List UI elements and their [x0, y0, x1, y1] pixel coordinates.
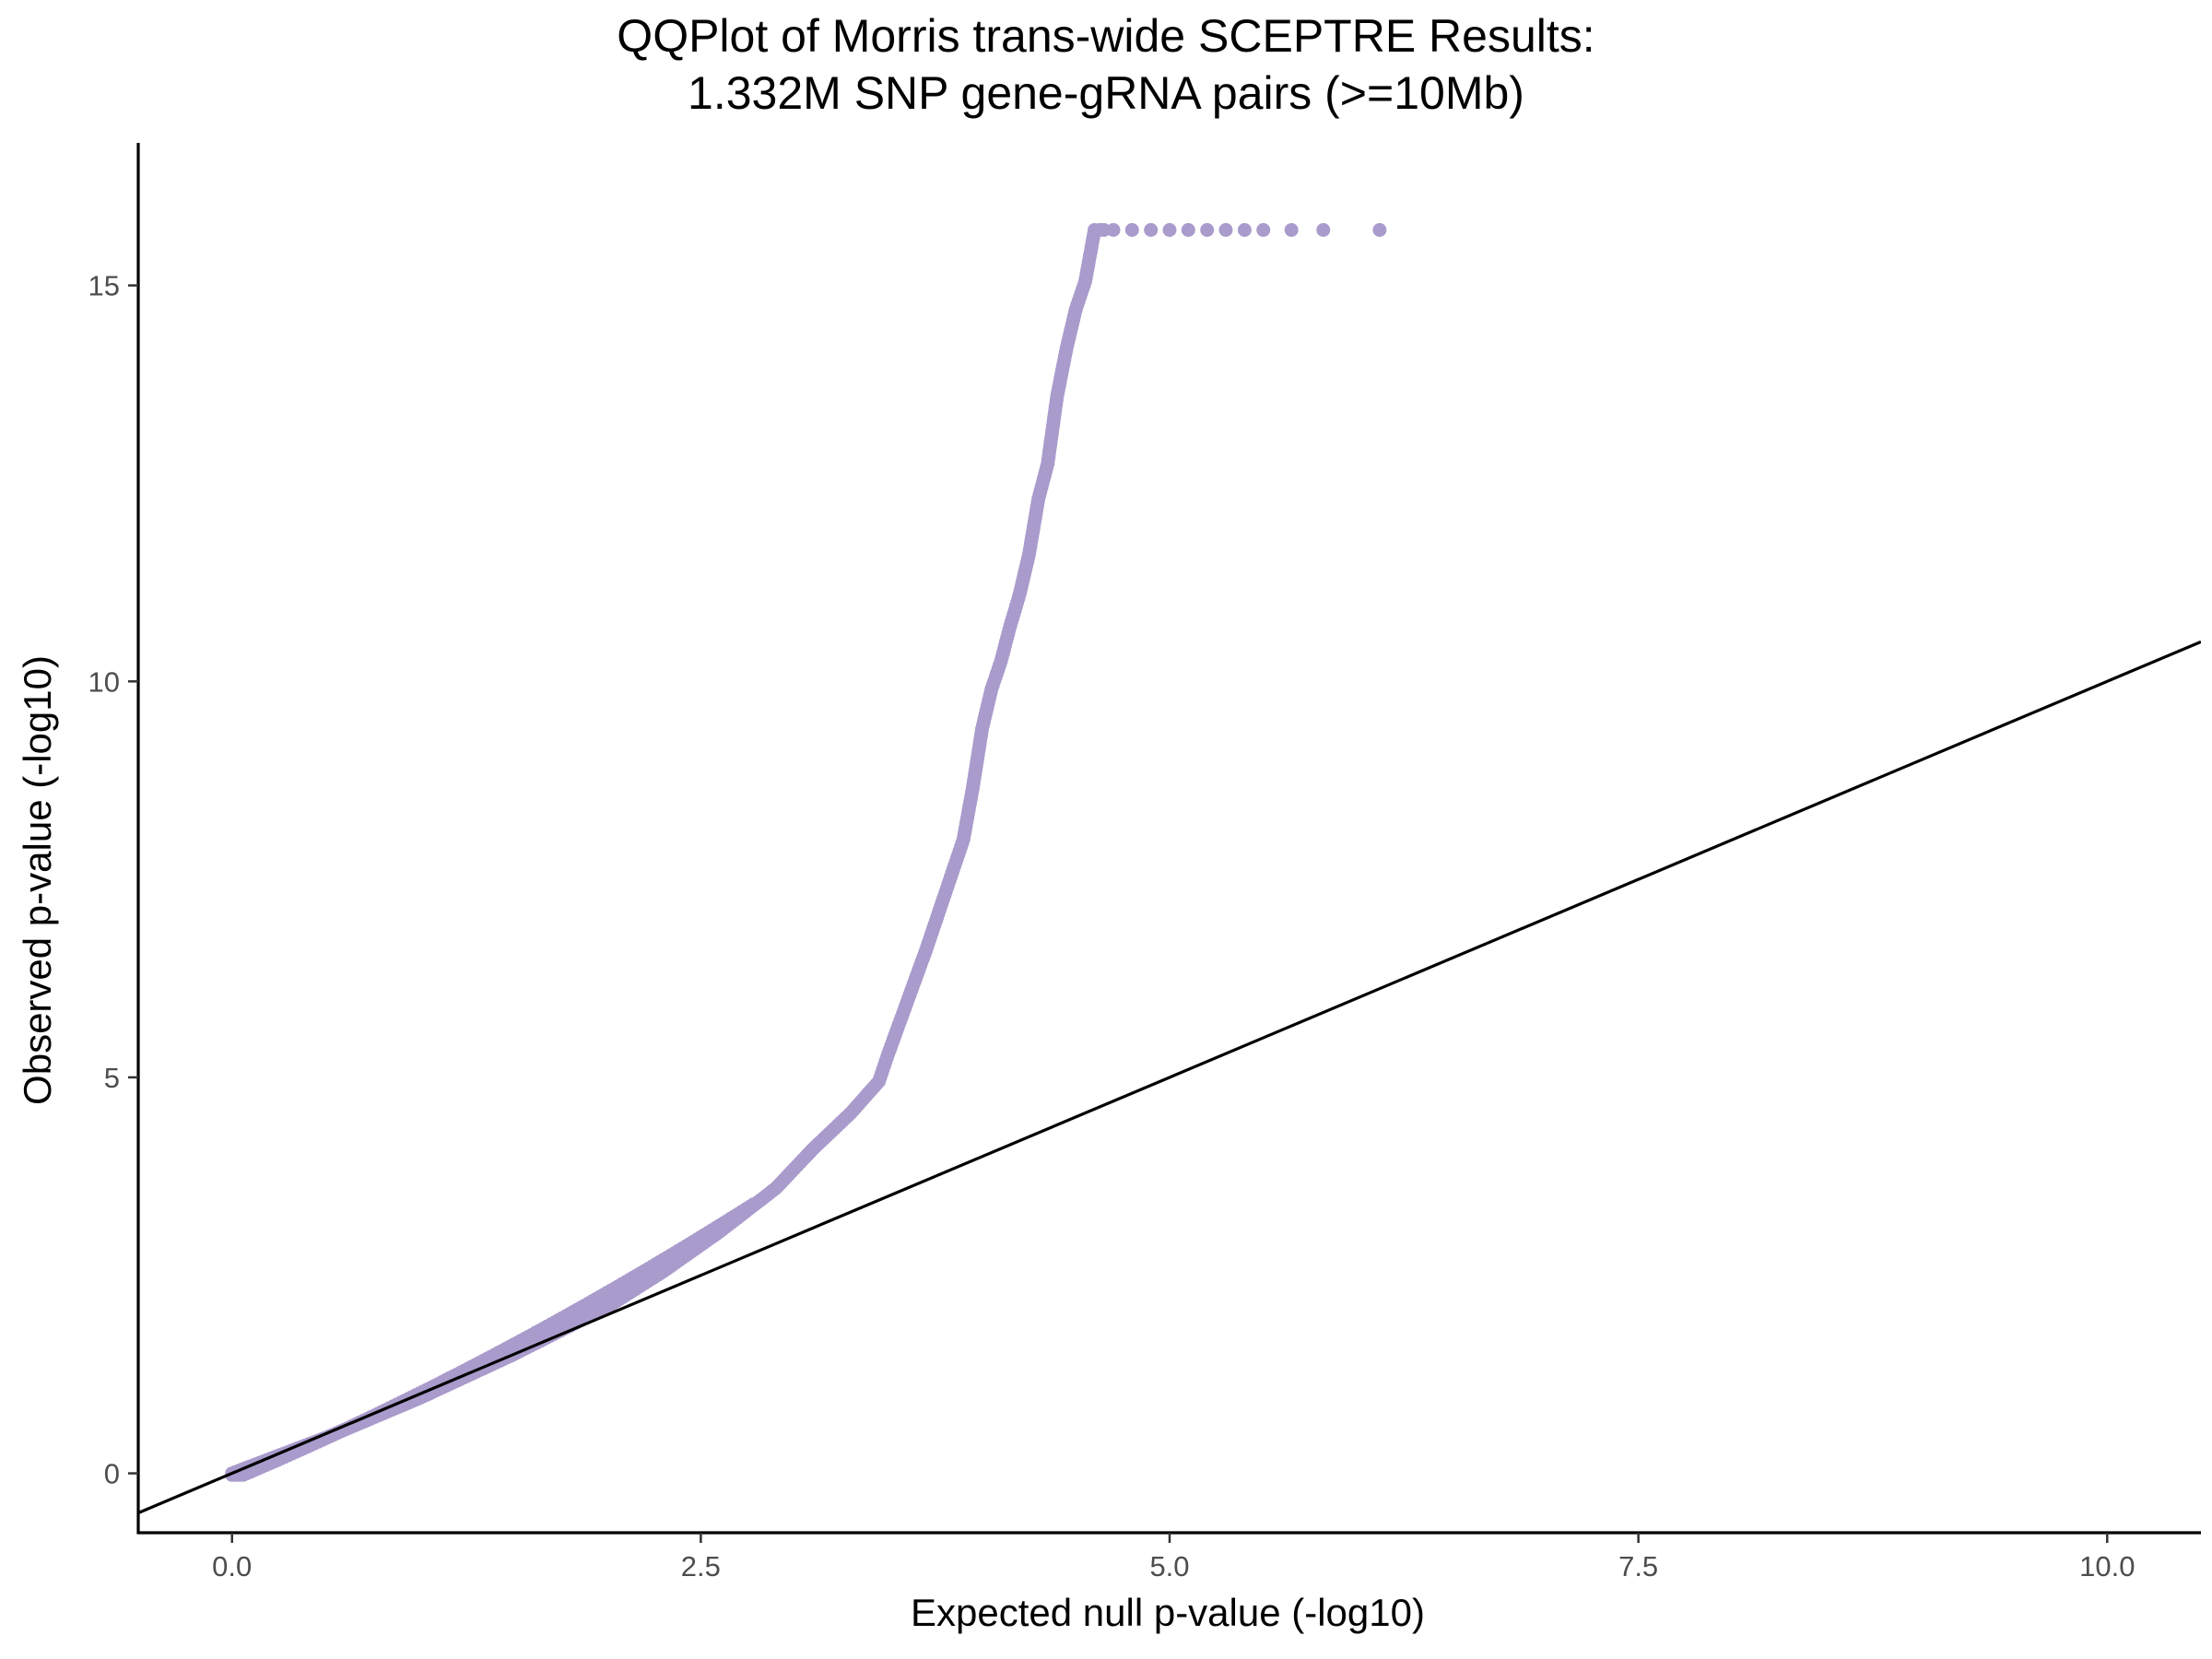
chart-title-line-1: QQPlot of Morris trans-wide SCEPTRE Resu…: [617, 10, 1595, 62]
data-point: [1181, 223, 1195, 237]
data-point: [746, 1197, 760, 1212]
data-point: [1200, 223, 1215, 237]
y-tick-label: 5: [104, 1062, 120, 1094]
y-axis-title: Observed p-value (-log10): [16, 655, 59, 1105]
x-tick-label: 0.0: [212, 1550, 252, 1583]
data-point: [1162, 223, 1177, 237]
data-point: [1237, 223, 1252, 237]
data-point: [1316, 223, 1331, 237]
data-point: [1124, 223, 1139, 237]
reference-line-layer: [138, 640, 2201, 1514]
data-point: [1284, 223, 1299, 237]
y-tick-label: 10: [88, 665, 120, 698]
x-axis-title: Expected null p-value (-log10): [911, 1591, 1425, 1634]
data-point: [1144, 223, 1159, 237]
y-tick-label: 15: [88, 270, 120, 302]
chart-title-line-2: 1.332M SNP gene-gRNA pairs (>=10Mb): [688, 67, 1524, 119]
x-tick-label: 10.0: [2079, 1550, 2135, 1583]
reference-line: [138, 640, 2201, 1514]
data-point: [1218, 223, 1233, 237]
chart-title: QQPlot of Morris trans-wide SCEPTRE Resu…: [0, 7, 2212, 122]
x-tick-label: 2.5: [681, 1550, 721, 1583]
data-point: [1372, 223, 1387, 237]
data-point: [1106, 223, 1121, 237]
x-tick-label: 7.5: [1618, 1550, 1658, 1583]
y-tick-label: 0: [104, 1458, 120, 1490]
axes-layer: 0.0 2.5 5.0 7.5 10.0 0 5 10 15: [88, 143, 2201, 1583]
data-point: [1256, 223, 1271, 237]
x-tick-label: 5.0: [1149, 1550, 1189, 1583]
points-layer: [225, 223, 1387, 1482]
